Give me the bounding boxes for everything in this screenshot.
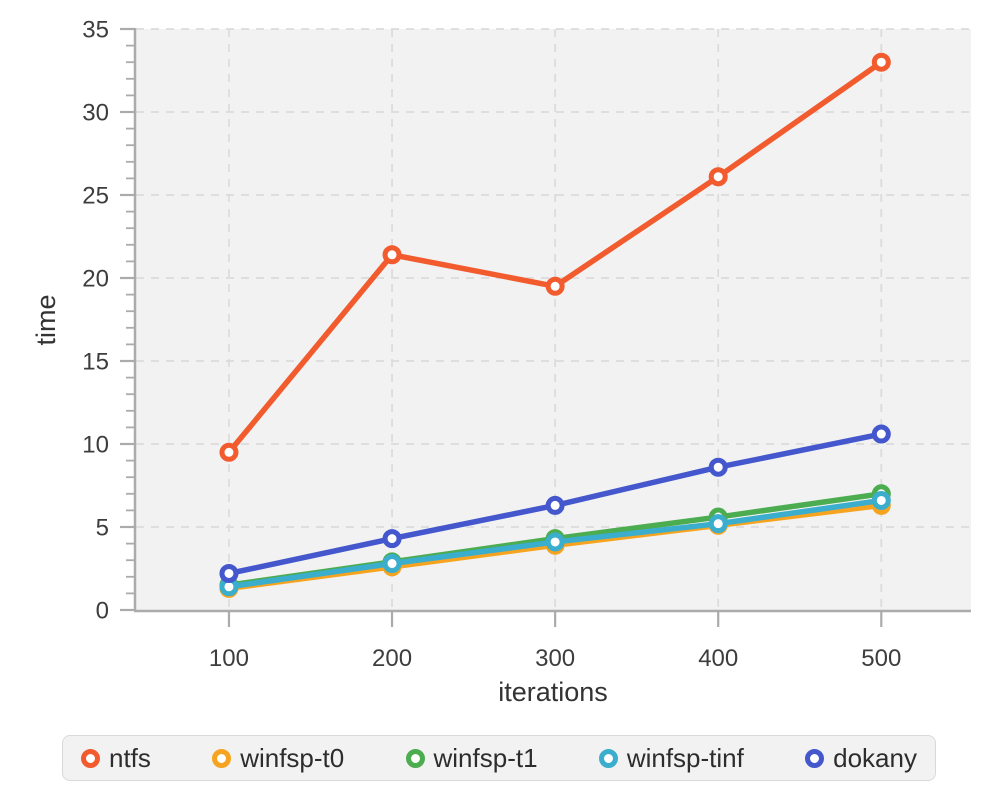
legend-marker-circle-icon [805,748,825,768]
data-point-ntfs[interactable] [871,52,891,72]
legend-label: winfsp-t1 [433,743,538,773]
y-tick-label: 15 [82,349,109,376]
data-point-dokany[interactable] [545,495,565,515]
legend-item-winfsp-t1[interactable]: winfsp-t1 [405,743,538,773]
data-point-ntfs[interactable] [382,245,402,265]
legend-item-winfsp-t0[interactable]: winfsp-t0 [212,745,344,771]
y-tick-label: 35 [82,17,109,44]
legend-marker-circle-icon [598,748,618,768]
data-point-ntfs[interactable] [545,276,565,296]
y-tick-label: 5 [96,515,109,542]
data-point-dokany[interactable] [708,457,728,477]
legend-item-ntfs[interactable]: ntfs [81,745,151,771]
data-point-dokany[interactable] [871,424,891,444]
legend-item-winfsp-tinf[interactable]: winfsp-tinf [598,743,744,773]
y-tick-label: 10 [82,432,109,459]
tick-labels: 0 5 10 15 20 25 30 35 100 200 300 400 500 [82,17,901,673]
series-layer [219,52,891,598]
legend-marker-circle-icon [81,748,100,768]
legend-label: dokany [833,743,917,773]
line-chart: 0 5 10 15 20 25 30 35 100 200 300 400 500 time itera… [31,17,971,707]
chart-legend: ntfs winfsp-t0 winfsp-t1 winfsp-tinf dokany [62,735,936,781]
data-point-winfsp-tinf[interactable] [871,490,891,510]
plot-background [136,29,971,610]
y-tick-label: 30 [82,100,109,127]
x-tick-label: 300 [535,645,575,672]
legend-label: ntfs [109,743,151,773]
data-point-dokany[interactable] [219,563,239,583]
legend-marker-circle-icon [405,748,425,768]
data-point-winfsp-tinf[interactable] [382,554,402,574]
data-point-ntfs[interactable] [708,167,728,187]
data-point-winfsp-tinf[interactable] [708,514,728,534]
legend-item-dokany[interactable]: dokany [805,745,917,771]
x-tick-label: 400 [698,645,738,672]
x-axis-label: iterations [498,677,608,707]
plot-area [136,29,971,610]
legend-label: winfsp-tinf [626,743,744,773]
axes [120,27,971,627]
x-tick-label: 200 [372,645,412,672]
y-axis-label: time [31,294,61,345]
legend-label: winfsp-t0 [240,743,345,773]
y-tick-label: 20 [82,266,109,293]
x-tick-label: 100 [209,645,249,672]
data-point-dokany[interactable] [382,529,402,549]
legend-marker-circle-icon [212,748,232,768]
y-tick-label: 25 [82,183,109,210]
y-tick-label: 0 [96,598,109,625]
data-point-winfsp-tinf[interactable] [545,532,565,552]
data-point-ntfs[interactable] [219,442,239,462]
x-tick-label: 500 [861,645,901,672]
